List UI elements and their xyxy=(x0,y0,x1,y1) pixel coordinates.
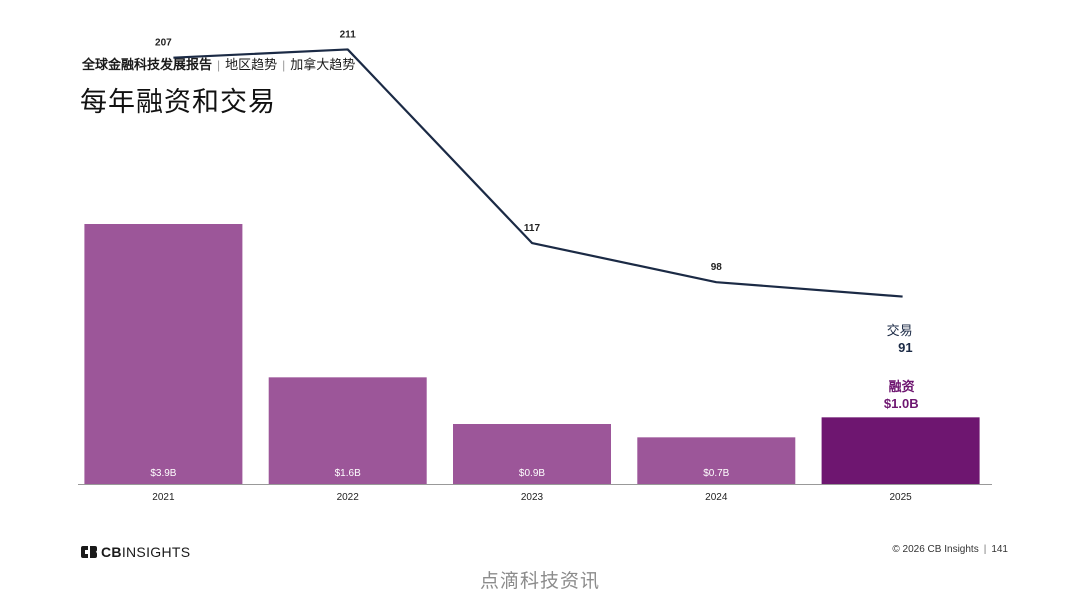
breadcrumb: 全球金融科技发展报告 | 地区趋势 | 加拿大趋势 xyxy=(82,54,355,73)
copyright: © 2026 CB Insights | 141 xyxy=(892,544,1008,555)
bar-value-label: $1.6B xyxy=(335,468,361,479)
funding-last-value: $1.0B xyxy=(884,396,919,411)
deals-point-label: 207 xyxy=(155,38,172,49)
bar-2021 xyxy=(84,224,243,484)
page-number: 141 xyxy=(991,544,1008,555)
copyright-text: © 2026 CB Insights xyxy=(892,544,979,555)
report-title: 全球金融科技发展报告 xyxy=(82,57,213,72)
bar-value-label: $3.9B xyxy=(150,468,176,479)
deals-point-label: 98 xyxy=(711,262,723,273)
bar-2024 xyxy=(637,437,796,484)
cb-logo-icon xyxy=(81,546,98,558)
bar-2023 xyxy=(453,424,611,484)
page-title: 每年融资和交易 xyxy=(80,87,276,117)
x-tick-label: 2025 xyxy=(889,492,912,503)
x-tick-label: 2022 xyxy=(337,492,360,503)
logo-text-light: INSIGHTS xyxy=(121,544,191,560)
deals-last-value: 91 xyxy=(898,340,912,355)
deals-line xyxy=(173,48,903,298)
copyright-separator: | xyxy=(983,544,987,555)
bar-2022 xyxy=(268,377,427,484)
logo-text-bold: CB xyxy=(101,544,122,560)
x-tick-label: 2021 xyxy=(152,492,175,503)
cb-insights-logo: CBINSIGHTS xyxy=(80,544,190,560)
breadcrumb-separator: | xyxy=(282,58,286,72)
breadcrumb-separator: | xyxy=(217,58,221,72)
x-tick-label: 2023 xyxy=(521,492,544,503)
deals-point-label: 117 xyxy=(524,223,541,234)
x-tick-label: 2024 xyxy=(705,492,728,503)
deals-point-label: 211 xyxy=(340,29,357,40)
watermark: 点滴科技资讯 xyxy=(479,571,600,592)
bar-value-label: $0.7B xyxy=(703,468,729,479)
bar-2025 xyxy=(821,417,980,484)
legend-funding-name: 融资 xyxy=(889,379,915,394)
breadcrumb-subsection: 加拿大趋势 xyxy=(290,57,356,72)
logo-text: CBINSIGHTS xyxy=(101,544,190,560)
breadcrumb-section: 地区趋势 xyxy=(225,57,278,72)
bar-value-label: $0.9B xyxy=(519,468,545,479)
legend-deals-name: 交易 xyxy=(887,323,913,338)
